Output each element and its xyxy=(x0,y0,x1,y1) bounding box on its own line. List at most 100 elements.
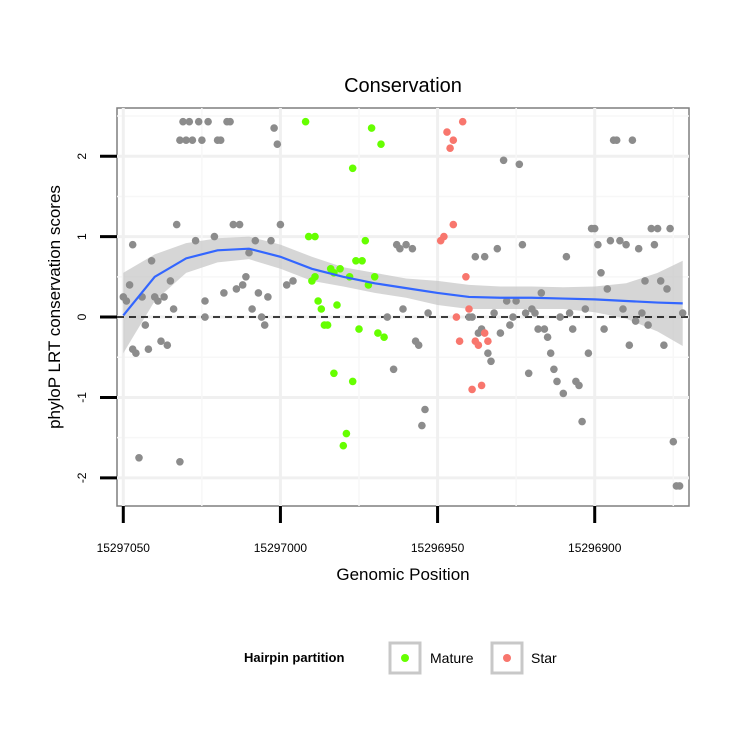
data-point-other xyxy=(537,289,546,297)
data-point-other xyxy=(191,236,200,245)
data-point-mature xyxy=(333,301,341,309)
data-point-other xyxy=(600,325,608,333)
data-point-other xyxy=(260,321,269,329)
data-point-other xyxy=(606,236,615,245)
data-point-other xyxy=(270,124,278,132)
data-point-other xyxy=(185,117,194,126)
data-point-other xyxy=(628,136,637,144)
data-point-mature xyxy=(339,441,348,450)
data-point-other xyxy=(204,117,212,126)
data-point-other xyxy=(289,277,297,285)
data-point-other xyxy=(399,305,407,313)
data-point-other xyxy=(480,252,489,261)
data-point-other xyxy=(163,341,172,350)
x-tick-label: 15296900 xyxy=(568,541,622,555)
data-point-other xyxy=(534,325,542,333)
data-point-other xyxy=(493,244,502,253)
data-point-mature xyxy=(311,273,319,281)
data-point-other xyxy=(619,305,627,313)
data-point-other xyxy=(471,252,480,261)
data-point-other xyxy=(553,377,561,386)
data-point-other xyxy=(502,297,511,305)
data-point-other xyxy=(421,405,429,414)
data-point-mature xyxy=(304,232,313,241)
smooth-line xyxy=(122,247,683,317)
data-point-mature xyxy=(311,232,319,241)
data-point-other xyxy=(216,136,225,144)
data-point-other xyxy=(653,224,662,233)
data-point-other xyxy=(550,365,558,374)
data-point-mature xyxy=(358,257,366,265)
data-point-other xyxy=(176,136,184,144)
x-tick-label: 15297050 xyxy=(97,541,151,555)
legend-swatch-mature xyxy=(401,654,409,662)
data-point-mature xyxy=(330,369,338,378)
data-point-other xyxy=(568,325,577,333)
data-point-star xyxy=(480,329,489,337)
data-point-other xyxy=(198,136,206,144)
data-point-other xyxy=(201,297,209,305)
data-point-other xyxy=(242,273,250,281)
data-point-other xyxy=(251,236,260,245)
data-point-other xyxy=(496,329,505,337)
data-point-mature xyxy=(377,140,385,148)
data-point-other xyxy=(154,297,162,305)
data-point-other xyxy=(597,269,605,277)
x-tick-label: 15297000 xyxy=(254,541,308,555)
data-point-other xyxy=(424,309,432,317)
data-point-other xyxy=(141,321,150,329)
chart-title: Conservation xyxy=(344,75,462,97)
data-point-other xyxy=(490,309,498,317)
data-point-other xyxy=(669,437,678,446)
data-point-mature xyxy=(380,333,388,342)
data-point-other xyxy=(135,454,143,462)
data-point-star xyxy=(455,337,464,346)
data-point-other xyxy=(543,333,552,342)
data-point-other xyxy=(650,240,659,249)
data-point-star xyxy=(484,337,492,346)
data-point-other xyxy=(565,309,574,317)
data-point-other xyxy=(188,136,197,144)
data-point-other xyxy=(144,345,153,354)
data-point-mature xyxy=(336,265,344,273)
legend-label-star: Star xyxy=(531,650,557,666)
data-point-other xyxy=(559,389,568,398)
data-point-other xyxy=(169,305,178,313)
data-point-other xyxy=(160,293,168,301)
data-point-other xyxy=(506,321,514,329)
data-point-mature xyxy=(370,273,379,281)
data-point-mature xyxy=(314,297,322,305)
data-point-star xyxy=(468,385,476,394)
y-tick-label: 0 xyxy=(75,313,89,320)
data-point-other xyxy=(408,244,417,253)
confidence-band-layer xyxy=(123,236,683,354)
data-point-other xyxy=(584,349,593,358)
data-point-other xyxy=(660,341,668,350)
data-point-other xyxy=(179,117,187,126)
data-point-mature xyxy=(374,329,382,337)
y-axis: 2 1 0 -1 -2 xyxy=(75,153,117,483)
data-point-mature xyxy=(367,124,376,132)
data-point-other xyxy=(524,369,533,378)
x-axis: 15297050 15297000 15296950 15296900 xyxy=(97,506,622,555)
data-point-other xyxy=(581,305,590,313)
data-point-other xyxy=(521,309,530,317)
data-point-mature xyxy=(301,117,310,126)
data-point-other xyxy=(132,349,140,358)
y-tick-label: 2 xyxy=(75,153,89,160)
data-point-other xyxy=(487,357,495,366)
data-point-other xyxy=(157,337,165,346)
data-point-mature xyxy=(352,257,360,265)
data-point-other xyxy=(675,482,684,490)
legend-title: Hairpin partition xyxy=(244,650,344,665)
data-point-star xyxy=(440,232,448,241)
data-point-other xyxy=(556,313,564,321)
data-point-other xyxy=(264,293,272,301)
data-point-other xyxy=(245,248,253,257)
data-point-other xyxy=(172,220,181,229)
data-point-other xyxy=(578,417,586,426)
data-point-other xyxy=(273,140,282,148)
data-point-other xyxy=(634,244,643,253)
data-point-other xyxy=(518,240,527,249)
